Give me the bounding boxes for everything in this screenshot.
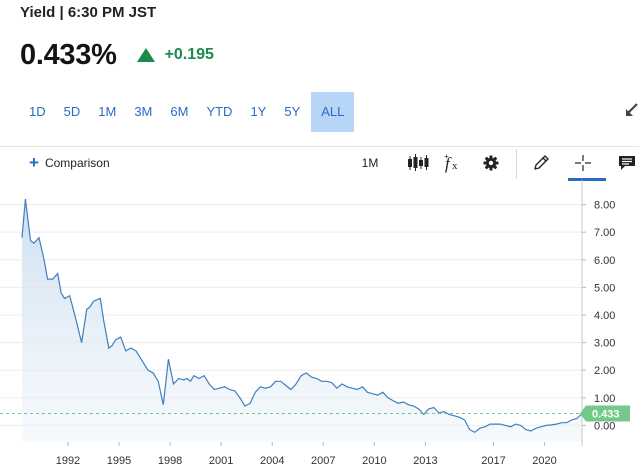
indicators-fx-icon[interactable]: f x + — [442, 151, 464, 175]
x-tick-label: 2013 — [413, 455, 437, 467]
range-ytd[interactable]: YTD — [206, 104, 233, 119]
interval-button[interactable]: 1M — [361, 156, 379, 170]
chart-toolbar: + Comparison 1M f x + — [0, 146, 639, 181]
x-tick-label: 2001 — [209, 455, 233, 467]
y-tick-label: 2.00 — [594, 365, 615, 377]
settings-gear-icon[interactable] — [481, 151, 501, 175]
range-selector: 1D 5D 1M 3M 6M YTD 1Y 5Y ALL — [20, 92, 355, 132]
comment-icon[interactable] — [616, 151, 638, 175]
candlestick-icon[interactable] — [405, 151, 431, 175]
up-arrow-icon — [136, 48, 155, 62]
x-tick-label: 2004 — [260, 455, 284, 467]
crosshair-active-indicator — [568, 178, 606, 181]
x-tick-label: 1998 — [158, 455, 182, 467]
range-1d[interactable]: 1D — [29, 104, 46, 119]
current-yield: 0.433% — [20, 38, 117, 71]
quote-title: Yield | 6:30 PM JST — [20, 4, 157, 21]
range-5y[interactable]: 5Y — [284, 104, 301, 119]
x-tick-label: 2017 — [481, 455, 505, 467]
yield-chart[interactable]: 8.00 7.00 6.00 5.00 4.00 3.00 2.00 1.00 0.00 199… — [0, 180, 639, 474]
range-1y[interactable]: 1Y — [250, 104, 267, 119]
yield-series-line — [21, 198, 583, 434]
yield-change: +0.195 — [164, 46, 214, 63]
current-value-badge: 0.433 — [580, 405, 630, 422]
y-tick-label: 3.00 — [594, 338, 615, 350]
price-row: 0.433% +0.195 — [20, 38, 214, 72]
svg-text:f: f — [445, 154, 452, 173]
range-3m[interactable]: 3M — [134, 104, 153, 119]
y-tick-label: 8.00 — [594, 200, 615, 212]
y-tick-label: 1.00 — [594, 393, 615, 405]
x-tick-label: 1992 — [56, 455, 80, 467]
range-5d[interactable]: 5D — [63, 104, 81, 119]
comparison-button[interactable]: + Comparison — [29, 153, 110, 172]
y-tick-label: 7.00 — [594, 227, 615, 239]
y-tick-label: 4.00 — [594, 310, 615, 322]
x-tick-label: 2020 — [532, 455, 556, 467]
crosshair-icon[interactable] — [572, 151, 594, 175]
collapse-arrow-icon[interactable] — [624, 102, 639, 118]
svg-text:+: + — [444, 152, 449, 161]
svg-text:x: x — [452, 160, 458, 172]
x-tick-label: 2007 — [311, 455, 335, 467]
y-tick-label: 0.00 — [594, 420, 615, 432]
y-tick-label: 6.00 — [594, 255, 615, 267]
range-all[interactable]: ALL — [311, 92, 355, 132]
range-1m[interactable]: 1M — [98, 104, 117, 119]
draw-pencil-icon[interactable] — [530, 151, 552, 175]
range-6m[interactable]: 6M — [170, 104, 189, 119]
toolbar-divider — [516, 149, 517, 179]
plus-icon: + — [29, 153, 39, 172]
x-tick-label: 1995 — [107, 455, 131, 467]
comparison-label: Comparison — [44, 156, 110, 170]
y-tick-label: 5.00 — [594, 282, 615, 294]
current-value-label: 0.433 — [592, 408, 620, 420]
yield-area-fill — [22, 199, 582, 442]
x-tick-label: 2010 — [362, 455, 386, 467]
